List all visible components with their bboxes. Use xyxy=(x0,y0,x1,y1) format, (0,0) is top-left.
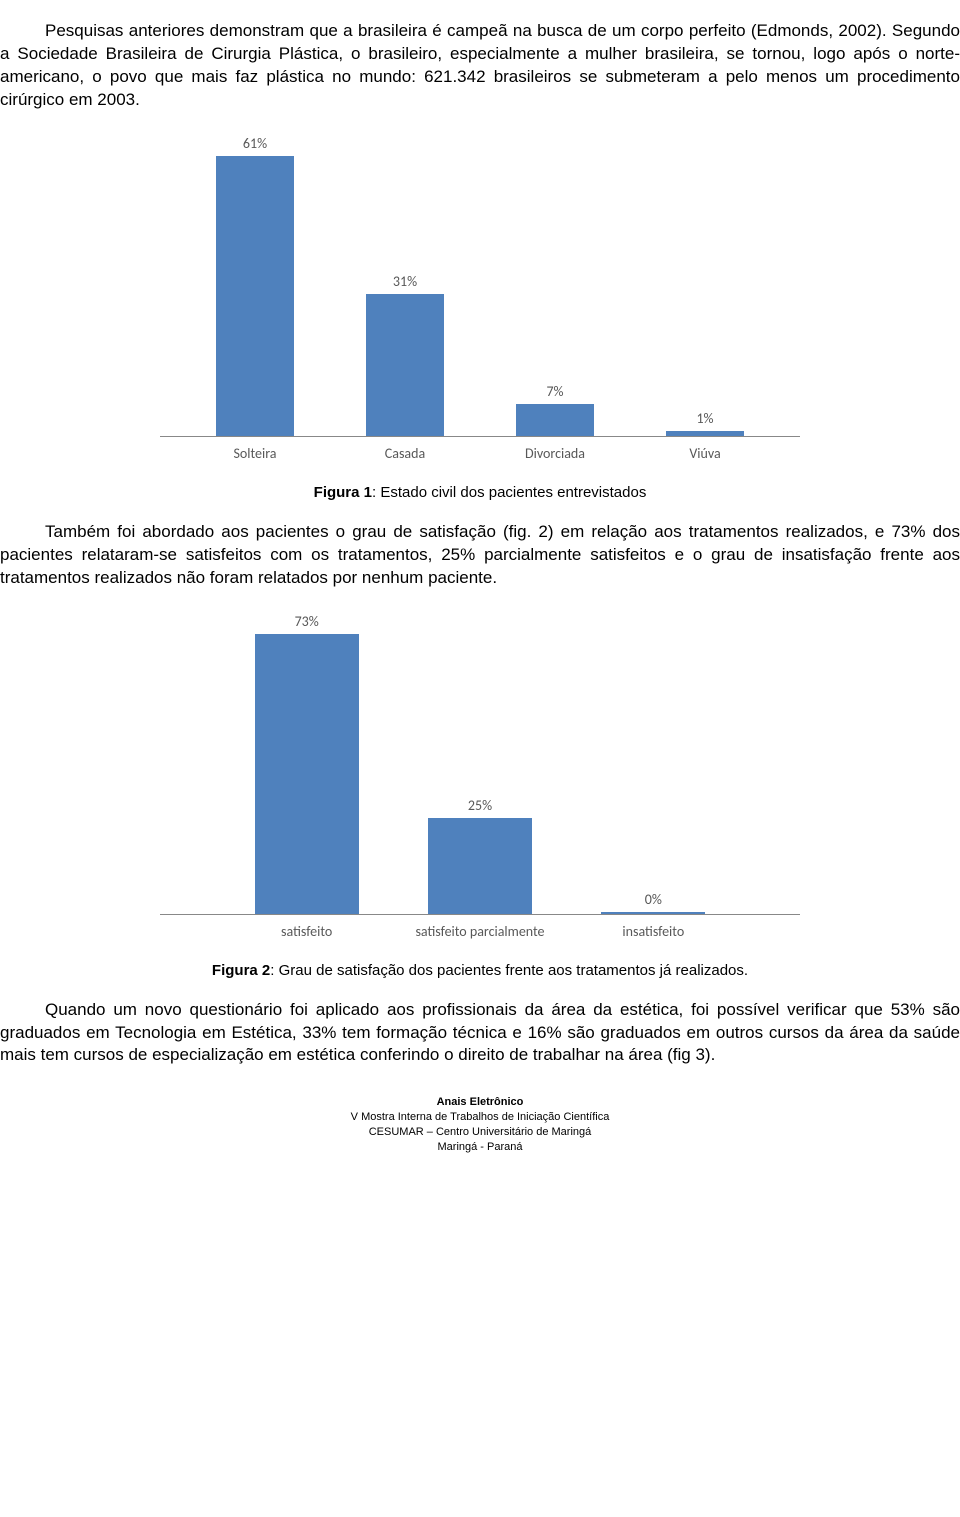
footer-line-3: CESUMAR – Centro Universitário de Maring… xyxy=(0,1125,960,1140)
bar-value-label: 31% xyxy=(393,273,417,290)
figure-1-label: Figura 1 xyxy=(314,484,372,501)
x-axis-label: Viúva xyxy=(630,445,780,462)
bar xyxy=(516,404,594,436)
chart-2-xaxis: satisfeitosatisfeito parcialmenteinsatis… xyxy=(160,923,800,940)
footer-line-2: V Mostra Interna de Trabalhos de Iniciaç… xyxy=(0,1110,960,1125)
bar-slot: 31% xyxy=(330,126,480,436)
figure-1-caption: Figura 1: Estado civil dos pacientes ent… xyxy=(0,484,960,501)
x-axis-label: Divorciada xyxy=(480,445,630,462)
chart-2: 73% 25% 0% satisfeitosatisfeito parcialmen… xyxy=(160,604,800,940)
bar xyxy=(666,431,744,436)
bar xyxy=(255,634,359,914)
footer: Anais Eletrônico V Mostra Interna de Tra… xyxy=(0,1095,960,1154)
chart-1: 61% 31% 7% 1% SolteiraCasadaDivorciadaViúva xyxy=(160,126,800,462)
page: Pesquisas anteriores demonstram que a br… xyxy=(0,0,960,1165)
bar-value-label: 1% xyxy=(696,410,713,427)
figure-2-label: Figura 2 xyxy=(212,962,270,979)
bar-slot: 0% xyxy=(567,604,740,914)
chart-2-plot: 73% 25% 0% xyxy=(160,604,800,915)
x-axis-label: satisfeito xyxy=(220,923,393,940)
bar-value-label: 73% xyxy=(295,613,319,630)
chart-1-xaxis: SolteiraCasadaDivorciadaViúva xyxy=(160,445,800,462)
bar xyxy=(216,156,294,436)
chart-1-plot: 61% 31% 7% 1% xyxy=(160,126,800,437)
x-axis-label: Casada xyxy=(330,445,480,462)
bar-value-label: 0% xyxy=(645,891,662,908)
footer-line-4: Maringá - Paraná xyxy=(0,1140,960,1155)
figure-2-text: : Grau de satisfação dos pacientes frent… xyxy=(270,962,748,979)
figure-1-text: : Estado civil dos pacientes entrevistad… xyxy=(372,484,646,501)
bar xyxy=(601,912,705,914)
bar-slot: 61% xyxy=(180,126,330,436)
bar xyxy=(428,818,532,914)
paragraph-1: Pesquisas anteriores demonstram que a br… xyxy=(0,20,960,112)
bar-slot: 73% xyxy=(220,604,393,914)
bar-value-label: 61% xyxy=(243,135,267,152)
bar xyxy=(366,294,444,436)
x-axis-label: Solteira xyxy=(180,445,330,462)
bar-value-label: 7% xyxy=(546,383,563,400)
paragraph-2: Também foi abordado aos pacientes o grau… xyxy=(0,521,960,590)
x-axis-label: insatisfeito xyxy=(567,923,740,940)
footer-line-1: Anais Eletrônico xyxy=(0,1095,960,1110)
paragraph-3: Quando um novo questionário foi aplicado… xyxy=(0,999,960,1068)
bar-value-label: 25% xyxy=(468,797,492,814)
figure-2-caption: Figura 2: Grau de satisfação dos pacient… xyxy=(0,962,960,979)
x-axis-label: satisfeito parcialmente xyxy=(393,923,566,940)
bar-slot: 25% xyxy=(393,604,566,914)
bar-slot: 7% xyxy=(480,126,630,436)
bar-slot: 1% xyxy=(630,126,780,436)
